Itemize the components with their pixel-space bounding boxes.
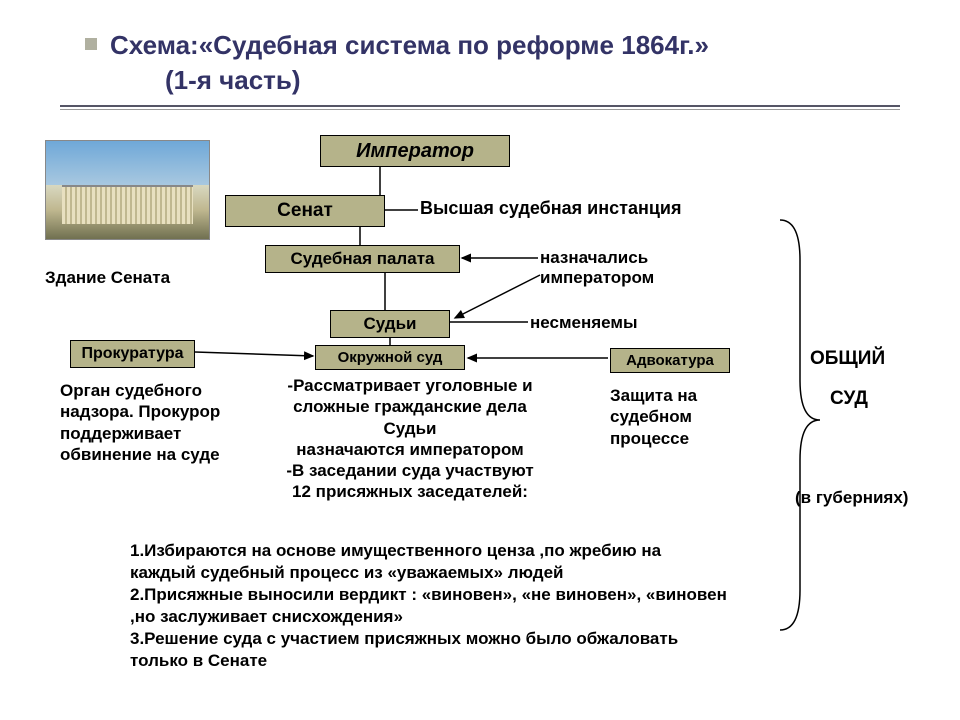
- senate-building-shape: [62, 185, 192, 224]
- label-appointed: назначались императором: [540, 248, 720, 288]
- desc-prosecution: Орган судебного надзора. Прокурор поддер…: [60, 380, 250, 465]
- box-district: Окружной суд: [315, 345, 465, 370]
- label-provinces: (в губерниях): [795, 488, 908, 508]
- image-caption: Здание Сената: [45, 268, 170, 288]
- label-irremovable: несменяемы: [530, 313, 638, 333]
- box-chamber: Судебная палата: [265, 245, 460, 273]
- footnote-text: 1.Избираются на основе имущественного це…: [130, 540, 730, 673]
- senate-image: [45, 140, 210, 240]
- title-rule-1: [60, 105, 900, 107]
- box-judges: Судьи: [330, 310, 450, 338]
- box-emperor: Император: [320, 135, 510, 167]
- box-advocacy: Адвокатура: [610, 348, 730, 373]
- label-general: ОБЩИЙ: [810, 348, 885, 370]
- title-rule-2: [60, 109, 900, 110]
- page-subtitle: (1-я часть): [165, 65, 301, 96]
- box-senate: Сенат: [225, 195, 385, 227]
- page-title: Схема:«Судебная система по реформе 1864г…: [110, 30, 709, 61]
- desc-advocacy: Защита на судебном процессе: [610, 385, 750, 449]
- label-highest: Высшая судебная инстанция: [420, 198, 681, 219]
- box-prosecution: Прокуратура: [70, 340, 195, 368]
- desc-district: -Рассматривает уголовные и сложные гражд…: [265, 375, 555, 503]
- label-court: СУД: [830, 388, 868, 410]
- title-bullet: [85, 38, 97, 50]
